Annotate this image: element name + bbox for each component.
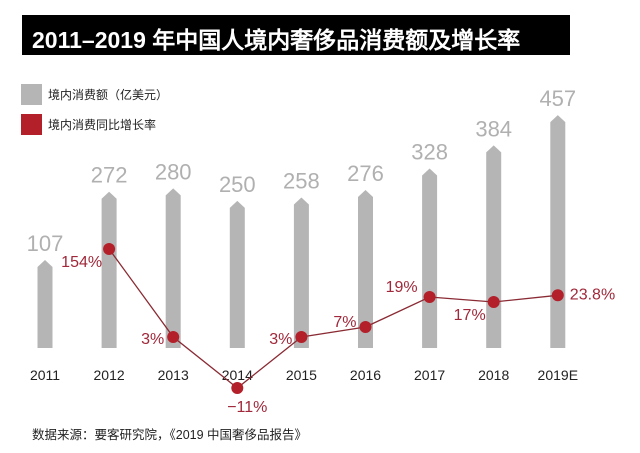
bar-2015	[293, 197, 309, 348]
legend-item-spending: 境内消费额（亿美元）	[21, 84, 168, 105]
bar-2011	[37, 260, 53, 348]
legend-label-growth: 境内消费同比增长率	[48, 118, 157, 132]
bar-value-label-2011: 107	[27, 231, 64, 256]
legend-label-spending: 境内消费额（亿美元）	[48, 88, 169, 102]
x-tick-label-2011: 2011	[30, 367, 60, 383]
bar-2017	[422, 168, 438, 348]
growth-point-2019E	[551, 289, 564, 302]
growth-label-2015: 3%	[269, 331, 292, 348]
bar-value-label-2012: 272	[91, 163, 128, 188]
bar-value-label-2014: 250	[219, 172, 256, 197]
growth-label-2017: 19%	[386, 279, 418, 296]
growth-point-2018	[487, 296, 500, 308]
x-tick-label-2012: 2012	[94, 367, 125, 383]
growth-label-2016: 7%	[333, 314, 356, 331]
growth-point-2016	[359, 321, 372, 333]
bar-2012	[101, 191, 117, 348]
growth-label-2014: −11%	[227, 399, 267, 416]
growth-point-2012	[103, 243, 116, 255]
bar-2014	[229, 200, 245, 348]
chart-title: 2011–2019 年中国人境内奢侈品消费额及增长率	[32, 27, 521, 53]
bar-value-label-2015: 258	[283, 169, 320, 194]
title-bar: 2011–2019 年中国人境内奢侈品消费额及增长率	[22, 15, 570, 55]
bar-2016	[358, 190, 373, 348]
growth-label-2012: 154%	[61, 254, 102, 271]
x-tick-label-2018: 2018	[478, 367, 509, 383]
growth-point-2017	[423, 291, 436, 303]
bar-value-label-2019E: 457	[539, 86, 576, 111]
growth-point-2015	[295, 331, 308, 343]
x-tick-label-2019E: 2019E	[538, 367, 578, 383]
bar-value-label-2013: 280	[155, 159, 192, 184]
growth-label-2019E: 23.8%	[570, 286, 615, 303]
growth-label-2018: 17%	[454, 307, 486, 324]
legend-swatch-line	[21, 114, 42, 135]
x-tick-label-2013: 2013	[158, 367, 189, 383]
bar-2018	[486, 145, 502, 348]
growth-label-2013: 3%	[141, 331, 164, 348]
growth-line	[108, 248, 558, 389]
source-note: 数据来源：要客研究院，《2019 中国奢侈品报告》	[32, 428, 308, 442]
legend-item-growth: 境内消费同比增长率	[21, 114, 156, 135]
bar-2013	[165, 188, 181, 348]
x-tick-label-2017: 2017	[414, 367, 445, 383]
bar-value-label-2018: 384	[475, 116, 512, 141]
bar-2019E	[550, 115, 566, 348]
growth-point-2014	[231, 382, 244, 394]
x-tick-label-2016: 2016	[350, 367, 381, 383]
x-tick-label-2014: 2014	[222, 367, 253, 383]
x-tick-label-2015: 2015	[286, 367, 317, 383]
legend-swatch-bar	[21, 84, 42, 105]
growth-point-2013	[167, 331, 180, 343]
bar-value-label-2016: 276	[347, 161, 384, 186]
bar-value-label-2017: 328	[411, 140, 448, 165]
